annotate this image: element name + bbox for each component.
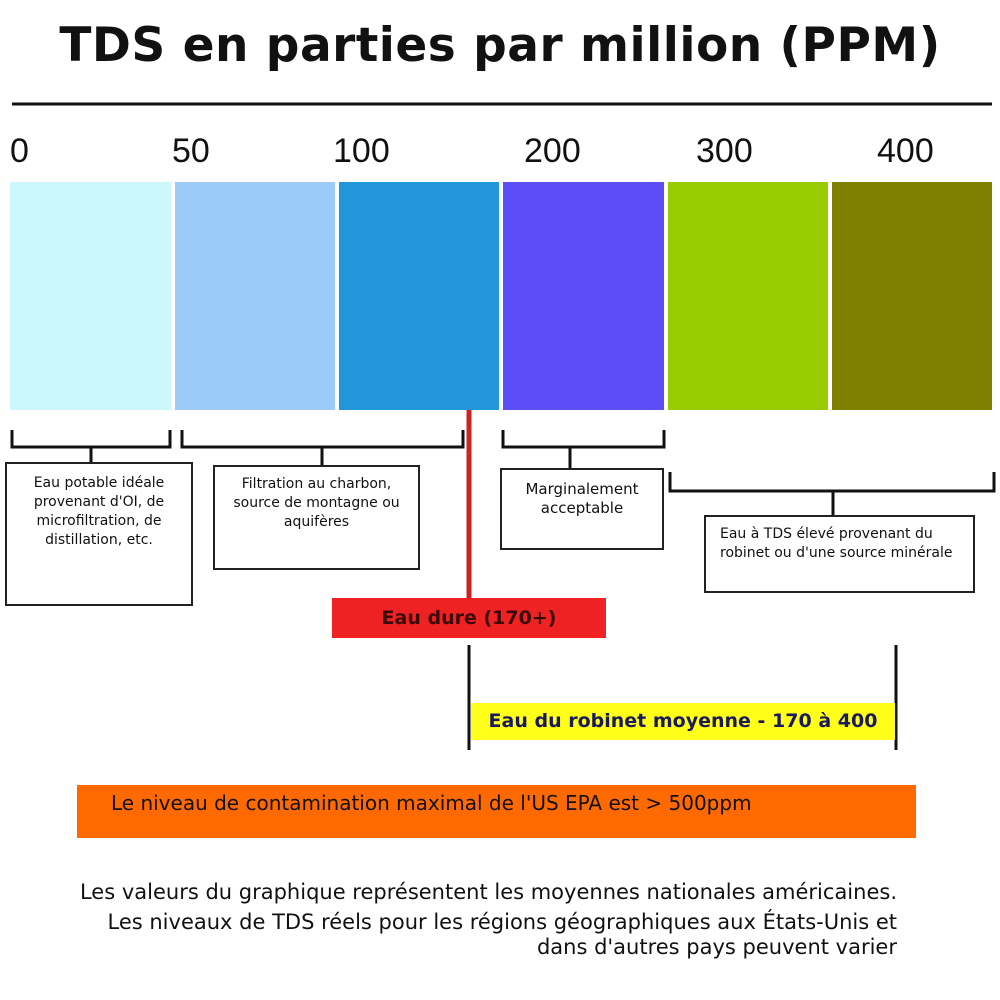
- color-block: [832, 182, 992, 410]
- scale-label: 300: [696, 132, 753, 170]
- scale-label: 50: [172, 132, 210, 170]
- scale-label: 0: [10, 132, 29, 170]
- scale-label: 400: [877, 132, 934, 170]
- color-block: [10, 182, 171, 410]
- range-box: Eau potable idéale provenant d'OI, de mi…: [5, 462, 193, 606]
- epa-label: Le niveau de contamination maximal de l'…: [77, 785, 916, 838]
- bracket: [180, 430, 465, 465]
- footer-line: dans d'autres pays peuvent varier: [536, 935, 897, 959]
- range-box: Filtration au charbon, source de montagn…: [213, 465, 420, 570]
- color-block: [668, 182, 828, 410]
- color-block: [339, 182, 499, 410]
- color-block: [175, 182, 335, 410]
- range-box: Marginalement acceptable: [500, 468, 664, 550]
- scale-label: 200: [524, 132, 581, 170]
- title: TDS en parties par million (PPM): [59, 18, 941, 73]
- tap-water-label: Eau du robinet moyenne - 170 à 400: [471, 703, 895, 740]
- bracket: [501, 430, 666, 468]
- color-block: [503, 182, 664, 410]
- scale-label: 100: [333, 132, 390, 170]
- range-bracket: [467, 645, 898, 750]
- range-box: Eau à TDS élevé provenant du robinet ou …: [704, 515, 975, 593]
- footer-line: Les valeurs du graphique représentent le…: [79, 880, 897, 904]
- bracket: [10, 430, 172, 465]
- hard-water-label: Eau dure (170+): [332, 598, 606, 638]
- footer-line: Les niveaux de TDS réels pour les région…: [107, 910, 898, 934]
- bracket: [668, 472, 996, 515]
